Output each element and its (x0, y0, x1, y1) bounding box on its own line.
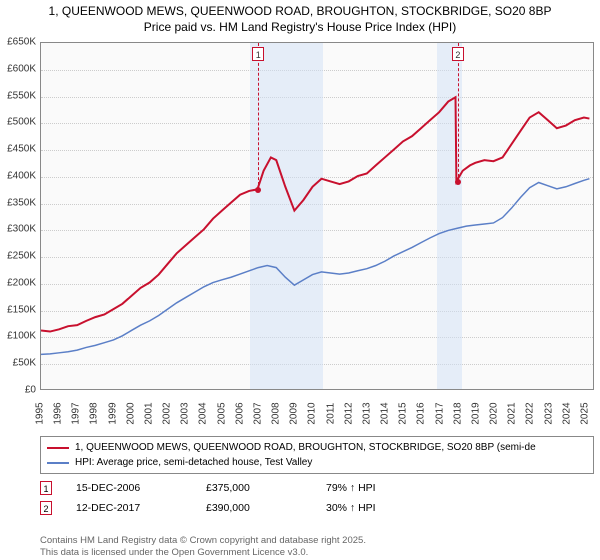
y-axis-label: £250K (7, 251, 36, 262)
x-axis-label: 2023 (543, 402, 554, 424)
x-axis-label: 2000 (125, 402, 136, 424)
x-axis-label: 2007 (252, 402, 263, 424)
legend: 1, QUEENWOOD MEWS, QUEENWOOD ROAD, BROUG… (40, 436, 594, 474)
x-axis-label: 2013 (361, 402, 372, 424)
chart-title: 1, QUEENWOOD MEWS, QUEENWOOD ROAD, BROUG… (0, 0, 600, 35)
y-axis-label: £50K (13, 358, 36, 369)
x-axis-label: 1998 (89, 402, 100, 424)
x-axis-label: 2024 (561, 402, 572, 424)
plot-region: 12 (40, 42, 594, 390)
title-line-1: 1, QUEENWOOD MEWS, QUEENWOOD ROAD, BROUG… (49, 4, 552, 18)
legend-row: HPI: Average price, semi-detached house,… (47, 455, 587, 470)
x-axis-label: 1996 (53, 402, 64, 424)
sale-price: £375,000 (206, 482, 326, 494)
sale-hpi: 30% ↑ HPI (326, 502, 376, 514)
y-axis-label: £200K (7, 277, 36, 288)
footer-line-1: Contains HM Land Registry data © Crown c… (40, 535, 366, 546)
x-axis-label: 2012 (343, 402, 354, 424)
sale-row: 2 12-DEC-2017£390,00030% ↑ HPI (40, 498, 594, 518)
x-axis-label: 2017 (434, 402, 445, 424)
chart-area: 12 £0£50K£100K£150K£200K£250K£300K£350K£… (40, 42, 594, 420)
x-axis-label: 2011 (325, 403, 336, 425)
legend-label: 1, QUEENWOOD MEWS, QUEENWOOD ROAD, BROUG… (75, 442, 536, 453)
x-axis-label: 2019 (470, 402, 481, 424)
y-axis-label: £500K (7, 117, 36, 128)
sale-price: £390,000 (206, 502, 326, 514)
x-axis-label: 2004 (198, 402, 209, 424)
x-axis-label: 2001 (143, 402, 154, 424)
title-line-2: Price paid vs. HM Land Registry's House … (144, 20, 456, 34)
legend-swatch (47, 462, 69, 464)
x-axis-label: 1997 (71, 402, 82, 424)
legend-label: HPI: Average price, semi-detached house,… (75, 457, 312, 468)
x-axis-label: 2016 (416, 402, 427, 424)
y-axis-label: £100K (7, 331, 36, 342)
y-axis-label: £550K (7, 90, 36, 101)
x-axis-label: 1999 (107, 402, 118, 424)
series-line-property (41, 97, 589, 331)
sale-hpi: 79% ↑ HPI (326, 482, 376, 494)
x-axis-label: 2014 (380, 402, 391, 424)
x-axis-label: 2010 (307, 402, 318, 424)
y-axis-label: £450K (7, 144, 36, 155)
marker-dot (255, 187, 261, 193)
x-axis-label: 2005 (216, 402, 227, 424)
x-axis-label: 2015 (398, 402, 409, 424)
sale-date: 12-DEC-2017 (76, 502, 206, 514)
marker-dot (455, 179, 461, 185)
legend-swatch (47, 447, 69, 449)
marker-line (258, 43, 259, 190)
x-axis-label: 2025 (579, 402, 590, 424)
y-axis-label: £300K (7, 224, 36, 235)
sale-row: 1 15-DEC-2006£375,00079% ↑ HPI (40, 478, 594, 498)
y-axis-label: £650K (7, 37, 36, 48)
y-axis-label: £0 (25, 385, 36, 396)
marker-box: 1 (252, 47, 264, 61)
marker-box: 2 (452, 47, 464, 61)
x-axis-label: 2021 (507, 402, 518, 424)
x-axis-label: 2003 (180, 402, 191, 424)
sale-marker: 2 (40, 501, 52, 515)
y-axis-label: £350K (7, 197, 36, 208)
y-axis-label: £150K (7, 304, 36, 315)
x-axis-label: 1995 (35, 402, 46, 424)
legend-row: 1, QUEENWOOD MEWS, QUEENWOOD ROAD, BROUG… (47, 440, 587, 455)
line-svg (41, 43, 593, 389)
footer-line-2: This data is licensed under the Open Gov… (40, 547, 308, 558)
x-axis-label: 2022 (525, 402, 536, 424)
sales-table: 1 15-DEC-2006£375,00079% ↑ HPI 2 12-DEC-201… (40, 478, 594, 518)
x-axis-label: 2018 (452, 402, 463, 424)
footer-attribution: Contains HM Land Registry data © Crown c… (40, 535, 366, 558)
series-line-hpi (41, 179, 589, 355)
marker-line (458, 43, 459, 182)
y-axis-label: £400K (7, 170, 36, 181)
y-axis-label: £600K (7, 63, 36, 74)
x-axis-label: 2008 (271, 402, 282, 424)
x-axis-label: 2006 (234, 402, 245, 424)
x-axis-label: 2009 (289, 402, 300, 424)
x-axis-label: 2020 (489, 402, 500, 424)
x-axis-label: 2002 (162, 402, 173, 424)
sale-marker: 1 (40, 481, 52, 495)
sale-date: 15-DEC-2006 (76, 482, 206, 494)
